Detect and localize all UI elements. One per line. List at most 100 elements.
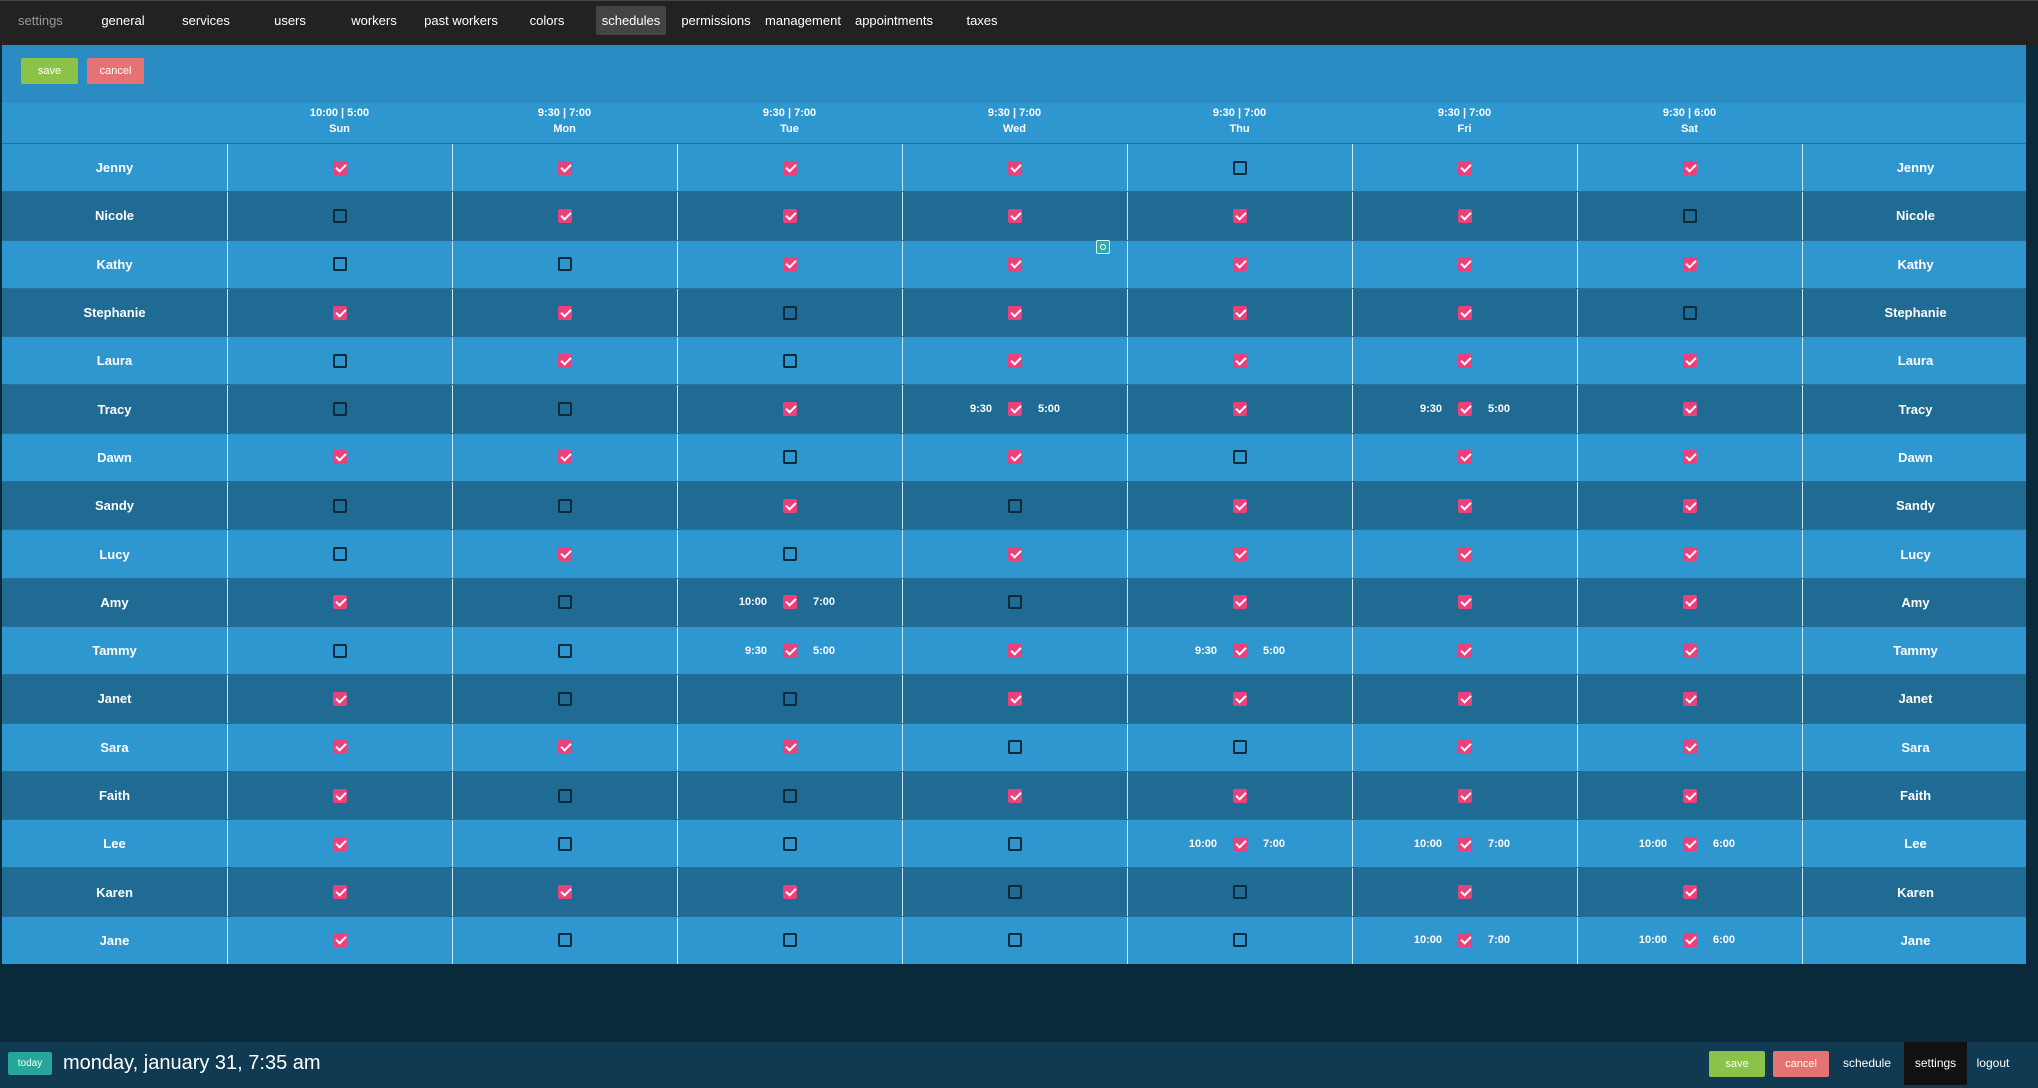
checkbox-checked[interactable]: [1458, 933, 1472, 948]
checkbox-checked[interactable]: [1458, 691, 1472, 706]
checkbox-checked[interactable]: [1683, 836, 1697, 851]
checkbox-checked[interactable]: [1233, 305, 1247, 320]
checkbox-checked[interactable]: [1683, 498, 1697, 513]
checkbox-unchecked[interactable]: [333, 498, 347, 513]
checkbox-checked[interactable]: [1458, 257, 1472, 272]
checkbox-unchecked[interactable]: [783, 691, 797, 706]
checkbox-checked[interactable]: [783, 740, 797, 755]
checkbox-unchecked[interactable]: [558, 933, 572, 948]
checkbox-checked[interactable]: [1458, 547, 1472, 562]
checkbox-checked[interactable]: [1233, 208, 1247, 223]
tab-settings[interactable]: settings: [18, 13, 63, 28]
checkbox-checked[interactable]: [1458, 353, 1472, 368]
checkbox-checked[interactable]: [783, 885, 797, 900]
checkbox-checked[interactable]: [1008, 257, 1022, 272]
checkbox-checked[interactable]: [1683, 353, 1697, 368]
checkbox-checked[interactable]: [558, 885, 572, 900]
checkbox-unchecked[interactable]: [333, 208, 347, 223]
checkbox-checked[interactable]: [1458, 740, 1472, 755]
checkbox-unchecked[interactable]: [558, 643, 572, 658]
checkbox-checked[interactable]: [1458, 595, 1472, 610]
shift-start-time[interactable]: 9:30: [744, 644, 767, 657]
shift-end-time[interactable]: 6:00: [1713, 837, 1736, 850]
footer-link-schedule[interactable]: schedule: [1842, 1056, 1892, 1070]
tab-colors[interactable]: colors: [529, 13, 565, 28]
checkbox-checked[interactable]: [783, 402, 797, 417]
checkbox-checked[interactable]: [1233, 788, 1247, 803]
checkbox-unchecked[interactable]: [783, 836, 797, 851]
tab-management[interactable]: management: [765, 13, 841, 28]
checkbox-unchecked[interactable]: [1233, 885, 1247, 900]
checkbox-unchecked[interactable]: [783, 450, 797, 465]
checkbox-checked[interactable]: [558, 547, 572, 562]
checkbox-checked[interactable]: [333, 595, 347, 610]
checkbox-checked[interactable]: [333, 933, 347, 948]
shift-start-time[interactable]: 10:00: [1188, 837, 1217, 850]
checkbox-checked[interactable]: [1008, 353, 1022, 368]
tab-past-workers[interactable]: past workers: [424, 13, 498, 28]
checkbox-checked[interactable]: [558, 305, 572, 320]
checkbox-unchecked[interactable]: [1008, 933, 1022, 948]
checkbox-checked[interactable]: [1683, 160, 1697, 175]
checkbox-checked[interactable]: [333, 691, 347, 706]
checkbox-unchecked[interactable]: [333, 643, 347, 658]
checkbox-unchecked[interactable]: [333, 547, 347, 562]
shift-start-time[interactable]: 10:00: [738, 596, 767, 609]
tab-taxes[interactable]: taxes: [966, 13, 998, 28]
checkbox-checked[interactable]: [1683, 740, 1697, 755]
footer-link-settings[interactable]: settings: [1904, 1042, 1967, 1085]
checkbox-unchecked[interactable]: [333, 402, 347, 417]
checkbox-checked[interactable]: [1458, 885, 1472, 900]
checkbox-checked[interactable]: [1683, 257, 1697, 272]
checkbox-unchecked[interactable]: [558, 498, 572, 513]
checkbox-checked[interactable]: [783, 498, 797, 513]
checkbox-checked[interactable]: [1008, 305, 1022, 320]
tab-general[interactable]: general: [101, 13, 145, 28]
checkbox-unchecked[interactable]: [1233, 933, 1247, 948]
checkbox-checked[interactable]: [1683, 450, 1697, 465]
checkbox-checked[interactable]: [1008, 450, 1022, 465]
checkbox-checked[interactable]: [1683, 788, 1697, 803]
footer-cancel-button[interactable]: cancel: [1773, 1051, 1829, 1077]
checkbox-checked[interactable]: [333, 740, 347, 755]
checkbox-unchecked[interactable]: [1683, 305, 1697, 320]
checkbox-checked[interactable]: [333, 305, 347, 320]
checkbox-checked[interactable]: [783, 208, 797, 223]
checkbox-checked[interactable]: [1233, 643, 1247, 658]
checkbox-checked[interactable]: [783, 595, 797, 610]
checkbox-checked[interactable]: [558, 353, 572, 368]
shift-end-time[interactable]: 7:00: [1263, 837, 1286, 850]
shift-end-time[interactable]: 7:00: [813, 596, 836, 609]
shift-start-time[interactable]: 10:00: [1638, 837, 1667, 850]
checkbox-checked[interactable]: [1458, 402, 1472, 417]
checkbox-checked[interactable]: [1233, 498, 1247, 513]
checkbox-checked[interactable]: [1458, 498, 1472, 513]
checkbox-checked[interactable]: [783, 643, 797, 658]
checkbox-checked[interactable]: [333, 788, 347, 803]
footer-link-logout[interactable]: logout: [1976, 1056, 2010, 1070]
checkbox-checked[interactable]: [1458, 160, 1472, 175]
checkbox-unchecked[interactable]: [1008, 885, 1022, 900]
checkbox-unchecked[interactable]: [783, 933, 797, 948]
checkbox-checked[interactable]: [1008, 160, 1022, 175]
checkbox-checked[interactable]: [333, 450, 347, 465]
checkbox-unchecked[interactable]: [333, 257, 347, 272]
checkbox-unchecked[interactable]: [1233, 450, 1247, 465]
checkbox-unchecked[interactable]: [558, 836, 572, 851]
checkbox-unchecked[interactable]: [783, 353, 797, 368]
checkbox-unchecked[interactable]: [558, 788, 572, 803]
checkbox-unchecked[interactable]: [1233, 160, 1247, 175]
checkbox-checked[interactable]: [1008, 208, 1022, 223]
shift-start-time[interactable]: 9:30: [1194, 644, 1217, 657]
checkbox-checked[interactable]: [333, 836, 347, 851]
checkbox-unchecked[interactable]: [333, 353, 347, 368]
shift-end-time[interactable]: 5:00: [1263, 644, 1286, 657]
checkbox-checked[interactable]: [1458, 208, 1472, 223]
shift-end-time[interactable]: 5:00: [813, 644, 836, 657]
footer-save-button[interactable]: save: [1709, 1051, 1765, 1077]
checkbox-unchecked[interactable]: [558, 257, 572, 272]
checkbox-checked[interactable]: [1233, 257, 1247, 272]
checkbox-unchecked[interactable]: [783, 305, 797, 320]
checkbox-checked[interactable]: [1458, 836, 1472, 851]
checkbox-checked[interactable]: [558, 740, 572, 755]
